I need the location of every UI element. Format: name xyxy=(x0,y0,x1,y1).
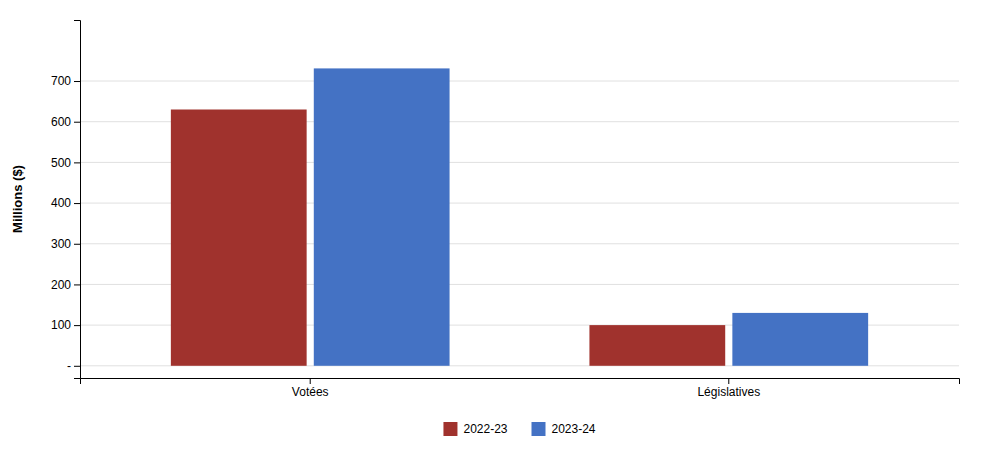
y-tick-label: 500 xyxy=(51,156,71,170)
y-tick-label: 300 xyxy=(51,237,71,251)
legend-item: 2023-24 xyxy=(532,422,596,436)
legend: 2022-23 2023-24 xyxy=(443,422,595,436)
y-tick: 600 xyxy=(51,115,80,129)
y-axis-title: Millions ($) xyxy=(10,165,25,233)
legend-label: 2023-24 xyxy=(552,422,596,436)
bar xyxy=(732,313,868,366)
plot-area: - 100 200 300 400 500 600 700 Votées Législatives xyxy=(51,21,960,399)
x-tick-label: Législatives xyxy=(697,385,760,399)
y-tick-mark xyxy=(74,203,80,204)
x-tick-label: Votées xyxy=(292,385,329,399)
bar xyxy=(314,68,450,365)
chart-svg: - 100 200 300 400 500 600 700 Votées Législatives… xyxy=(0,0,989,458)
y-tick-label: 200 xyxy=(51,278,71,292)
bars xyxy=(171,68,868,365)
y-axis-line xyxy=(74,21,81,379)
grid xyxy=(80,81,959,366)
y-tick: 300 xyxy=(51,237,80,251)
y-tick-mark xyxy=(74,244,80,245)
y-tick: 100 xyxy=(51,318,80,332)
legend-swatch xyxy=(443,422,457,436)
y-tick-mark xyxy=(74,81,80,82)
y-tick: 700 xyxy=(51,74,80,88)
x-axis: Votées Législatives xyxy=(81,378,960,399)
y-tick-mark xyxy=(74,122,80,123)
bar-series xyxy=(314,68,868,365)
x-tick: Votées xyxy=(292,378,329,399)
y-tick-mark xyxy=(74,162,80,163)
y-tick: - xyxy=(67,359,80,373)
grid-line xyxy=(80,81,959,82)
legend-item: 2022-23 xyxy=(443,422,507,436)
x-axis-line xyxy=(81,379,960,385)
y-axis: - 100 200 300 400 500 600 700 xyxy=(51,21,81,379)
legend-label: 2022-23 xyxy=(463,422,507,436)
x-tick: Législatives xyxy=(697,378,760,399)
legend-swatch xyxy=(532,422,546,436)
x-tick-mark xyxy=(728,378,729,384)
y-tick-label: - xyxy=(67,359,71,373)
y-tick-label: 700 xyxy=(51,74,71,88)
chart-container: - 100 200 300 400 500 600 700 Votées Législatives… xyxy=(0,0,989,458)
y-tick-mark xyxy=(74,325,80,326)
y-tick: 500 xyxy=(51,156,80,170)
y-tick: 400 xyxy=(51,196,80,210)
y-tick-label: 600 xyxy=(51,115,71,129)
y-tick-label: 400 xyxy=(51,196,71,210)
bar xyxy=(589,325,725,366)
y-tick-mark xyxy=(74,284,80,285)
y-tick-mark xyxy=(74,366,80,367)
y-tick-label: 100 xyxy=(51,318,71,332)
y-tick: 200 xyxy=(51,278,80,292)
bar xyxy=(171,110,307,366)
x-tick-mark xyxy=(310,378,311,384)
